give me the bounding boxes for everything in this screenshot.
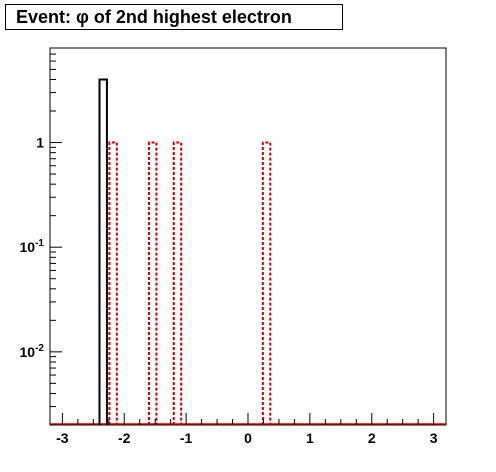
histogram-bin-series2-2 xyxy=(148,141,158,425)
x-tick-label: 3 xyxy=(430,430,438,446)
x-tick-label: 2 xyxy=(368,430,376,446)
histogram-bin-series1-1 xyxy=(98,78,108,425)
x-tick-label: -3 xyxy=(56,430,69,446)
y-tick-label: 1 xyxy=(36,135,44,151)
y-tick-label: 10-1 xyxy=(20,238,45,255)
series-layer xyxy=(50,78,446,425)
chart-title-box: Event: φ of 2nd highest electron xyxy=(5,4,343,30)
plot-frame xyxy=(49,47,447,426)
histogram-bin-series2-3 xyxy=(172,141,183,425)
x-tick-label: -1 xyxy=(180,430,193,446)
y-tick-label: 10-2 xyxy=(20,343,45,360)
x-tick-label: -2 xyxy=(118,430,131,446)
chart-title: Event: φ of 2nd highest electron xyxy=(16,7,292,27)
x-tick-label: 1 xyxy=(306,430,314,446)
x-tick-label: 0 xyxy=(244,430,252,446)
histogram-bin-series2-1 xyxy=(108,141,118,425)
axis-layer: -3 -2 -1 0 1 2 3 1 10-1 10-2 xyxy=(20,47,438,446)
histogram-bin-series2-4 xyxy=(261,141,272,425)
